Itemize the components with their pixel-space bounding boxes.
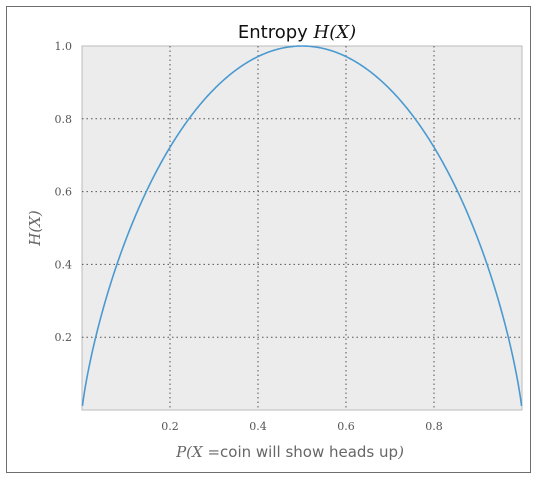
y-tick-label: 0.8 — [55, 113, 73, 126]
entropy-curve — [81, 45, 523, 406]
x-tick-label: 0.4 — [249, 420, 267, 433]
chart-title: Entropy H(X) — [238, 22, 356, 43]
y-tick-label: 0.4 — [55, 258, 73, 271]
y-tick-label: 0.6 — [55, 186, 73, 199]
x-tick-label: 0.2 — [161, 420, 179, 433]
x-tick-label: 0.8 — [425, 420, 443, 433]
x-tick-labels: 0.2 0.4 0.6 0.8 — [161, 420, 443, 433]
grid-lines — [82, 46, 522, 410]
y-tick-labels: 0.2 0.4 0.6 0.8 1.0 — [55, 40, 73, 344]
x-tick-label: 0.6 — [337, 420, 355, 433]
y-tick-label: 1.0 — [55, 40, 73, 53]
y-axis-label: H(X) — [26, 210, 44, 247]
plot-area — [81, 45, 523, 411]
y-tick-label: 0.2 — [55, 331, 73, 344]
x-axis-label: P(X =coin will show heads up) — [175, 443, 404, 461]
